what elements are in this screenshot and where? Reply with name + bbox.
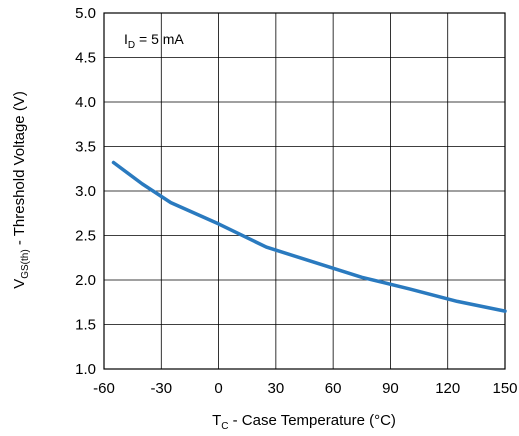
x-tick-label: 150 <box>492 380 517 397</box>
grid-lines <box>104 13 505 369</box>
x-tick-labels: -60 -30 0 30 60 90 120 150 <box>93 380 517 397</box>
y-tick-label: 4.5 <box>75 50 96 67</box>
x-tick-label: 90 <box>382 380 399 397</box>
y-tick-label: 2.5 <box>75 228 96 245</box>
y-tick-label: 4.0 <box>75 94 96 111</box>
x-tick-label: 0 <box>214 380 222 397</box>
x-tick-label: 60 <box>325 380 342 397</box>
y-tick-label: 1.5 <box>75 317 96 334</box>
x-tick-label: -30 <box>150 380 172 397</box>
plot-frame <box>103 12 506 370</box>
y-tick-label: 5.0 <box>75 5 96 22</box>
annotation-id-5ma: ID = 5 mA <box>124 31 184 51</box>
x-tick-label: 120 <box>435 380 460 397</box>
y-tick-label: 3.0 <box>75 183 96 200</box>
y-axis-label: VGS(th) - Threshold Voltage (V) <box>11 91 31 289</box>
x-axis-label: TC - Case Temperature (°C) <box>212 412 396 432</box>
y-tick-label: 1.0 <box>75 361 96 378</box>
y-tick-labels: 1.0 1.5 2.0 2.5 3.0 3.5 4.0 4.5 5.0 <box>75 5 96 378</box>
y-tick-label: 2.0 <box>75 272 96 289</box>
x-tick-label: -60 <box>93 380 115 397</box>
series-line-vgs-th <box>111 160 507 313</box>
y-tick-label: 3.5 <box>75 139 96 156</box>
x-tick-label: 30 <box>268 380 285 397</box>
